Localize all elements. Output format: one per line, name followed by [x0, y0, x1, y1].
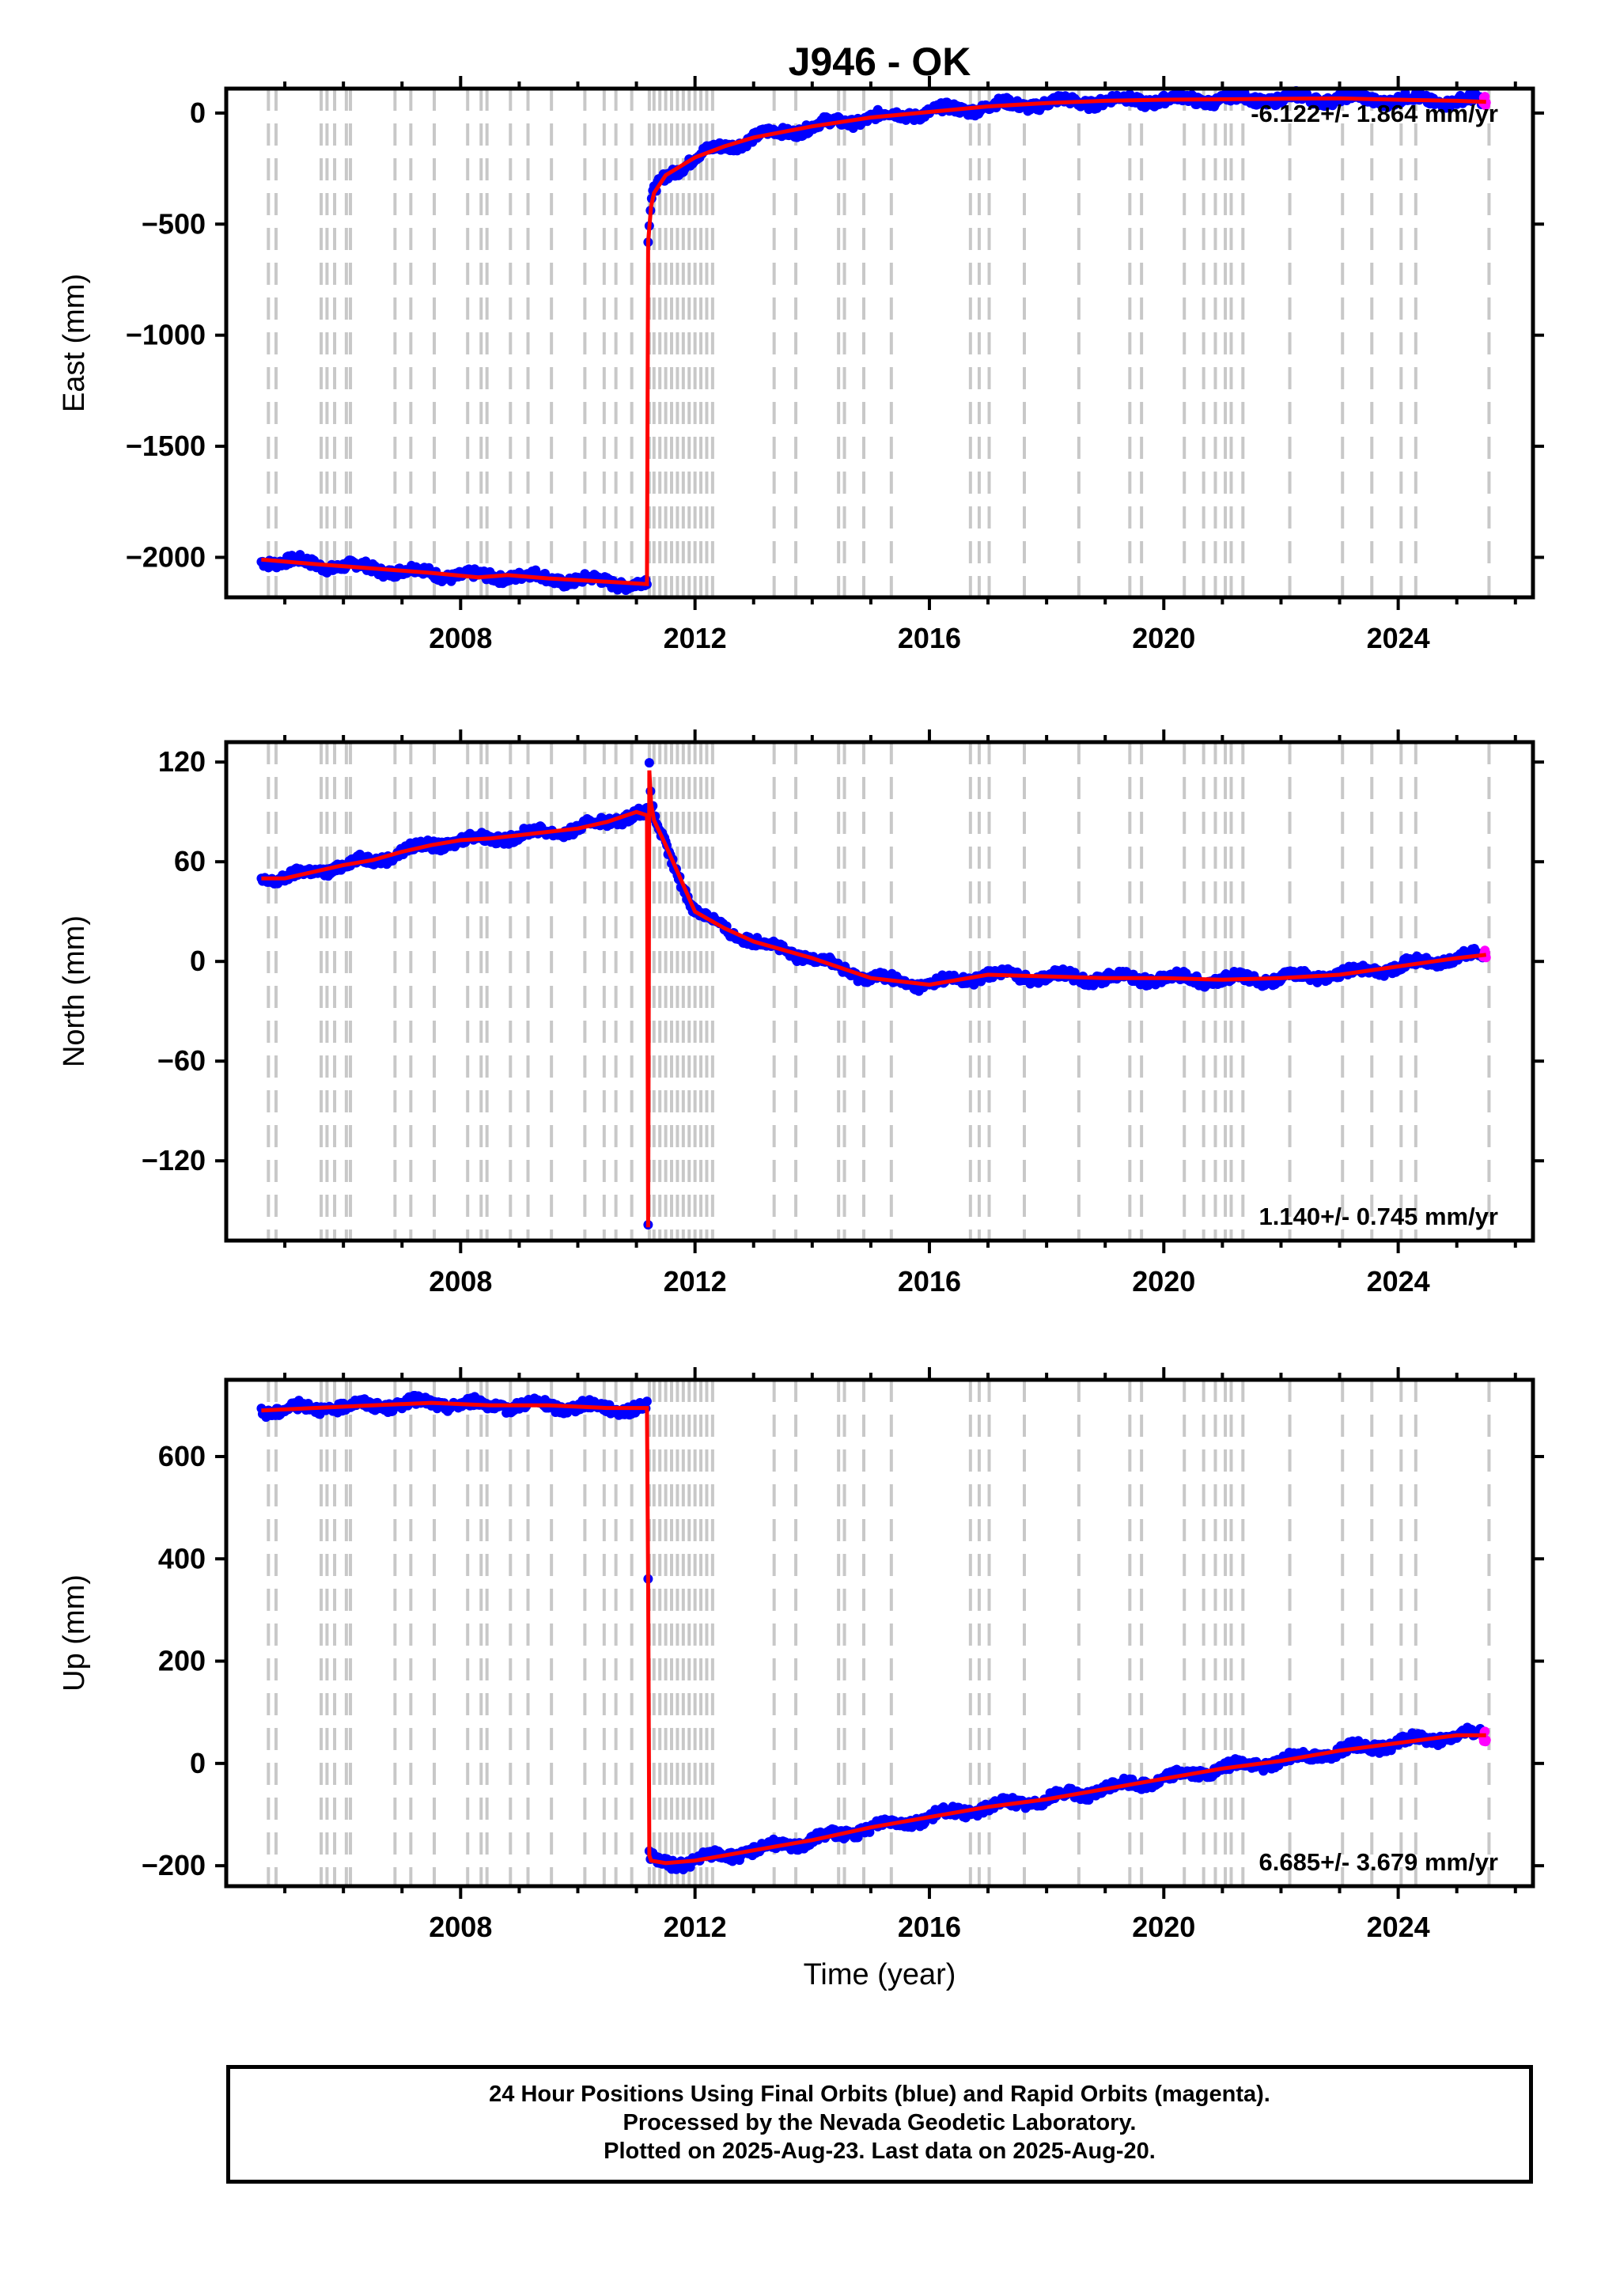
final-orbit-point — [644, 758, 654, 768]
panel-frame — [224, 86, 1535, 600]
x-tick-label: 2012 — [664, 1911, 727, 1943]
panel-3: 600 400 200 0 −200 2008 2012 2016 2020 2024 Up (mm… — [58, 1367, 1544, 1943]
final-orbit-point — [853, 1832, 863, 1843]
y-tick-label: 400 — [158, 1542, 206, 1574]
x-tick-label: 2024 — [1367, 622, 1430, 654]
y-tick-label: 120 — [158, 745, 206, 778]
velocity-rate-label: 1.140+/- 0.745 mm/yr — [1259, 1203, 1498, 1230]
x-tick-label: 2020 — [1132, 622, 1195, 654]
footer-line-processor: Processed by the Nevada Geodetic Laborat… — [623, 2110, 1137, 2135]
y-axis-label: East (mm) — [58, 274, 91, 412]
x-tick-label: 2008 — [429, 622, 492, 654]
y-tick-label: 0 — [190, 945, 206, 977]
x-tick-label: 2012 — [664, 1265, 727, 1298]
y-tick-label: 200 — [158, 1645, 206, 1677]
panel-frame — [224, 740, 1535, 1243]
rapid-orbit-point — [1481, 1735, 1491, 1745]
x-tick-label: 2024 — [1367, 1911, 1430, 1943]
model-line — [261, 96, 1486, 586]
footer-line-orbits: 24 Hour Positions Using Final Orbits (bl… — [489, 2082, 1270, 2107]
y-tick-label: −1000 — [126, 319, 206, 351]
chart-title: J946 - OK — [789, 40, 971, 84]
y-tick-label: 600 — [158, 1440, 206, 1472]
velocity-rate-label: -6.122+/- 1.864 mm/yr — [1251, 100, 1498, 127]
footer-line-dates: Plotted on 2025-Aug-23. Last data on 202… — [604, 2139, 1156, 2164]
model-line — [261, 770, 1486, 1228]
x-tick-label: 2008 — [429, 1911, 492, 1943]
panel-frame — [224, 1377, 1535, 1889]
y-axis-label: North (mm) — [58, 915, 91, 1067]
footer-box: 24 Hour Positions Using Final Orbits (bl… — [226, 2065, 1533, 2184]
final-orbit-point — [642, 1396, 652, 1407]
y-tick-label: 0 — [190, 1747, 206, 1779]
x-axis-label: Time (year) — [804, 1958, 956, 1991]
velocity-rate-label: 6.685+/- 3.679 mm/yr — [1259, 1848, 1498, 1876]
y-tick-label: −60 — [157, 1044, 206, 1077]
x-tick-label: 2012 — [664, 622, 727, 654]
x-tick-label: 2024 — [1367, 1265, 1430, 1298]
y-tick-label: −120 — [142, 1144, 206, 1176]
y-axis-label: Up (mm) — [58, 1574, 91, 1692]
y-tick-label: −200 — [142, 1849, 206, 1881]
x-tick-label: 2016 — [898, 1265, 961, 1298]
x-tick-label: 2008 — [429, 1265, 492, 1298]
y-tick-label: 0 — [190, 97, 206, 129]
x-tick-label: 2020 — [1132, 1911, 1195, 1943]
y-tick-label: −2000 — [126, 540, 206, 573]
model-line — [261, 1400, 1486, 1866]
y-tick-label: −500 — [142, 207, 206, 240]
panel-2: 120 60 0 −60 −120 2008 2012 2016 2020 2024 North (… — [58, 729, 1544, 1298]
x-tick-label: 2016 — [898, 622, 961, 654]
x-tick-label: 2016 — [898, 1911, 961, 1943]
x-tick-label: 2020 — [1132, 1265, 1195, 1298]
y-tick-label: −1500 — [126, 430, 206, 462]
panel-1: 0 −500 −1000 −1500 −2000 2008 2012 2016 2020 2024… — [58, 76, 1544, 654]
y-tick-label: 60 — [174, 845, 206, 877]
